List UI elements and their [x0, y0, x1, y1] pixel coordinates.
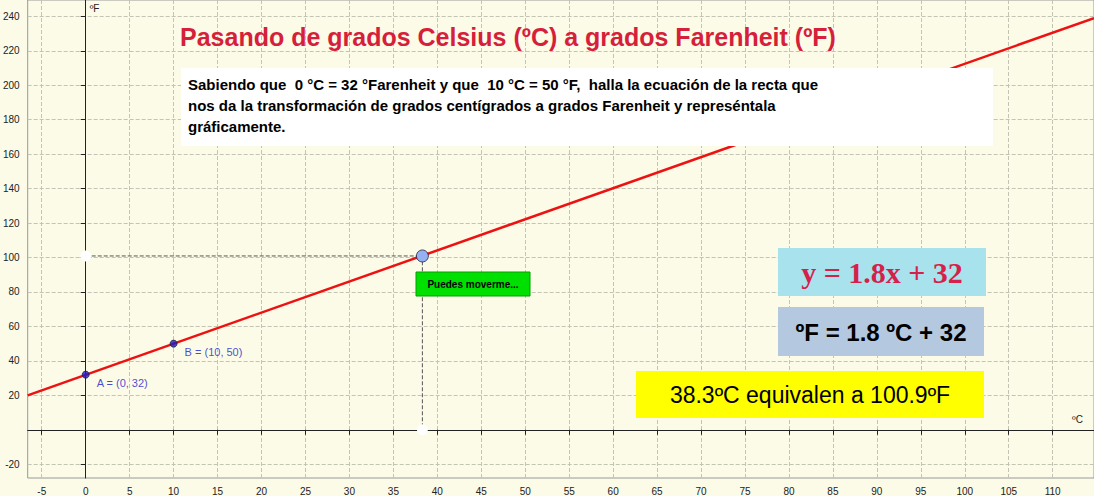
- svg-text:240: 240: [3, 11, 20, 22]
- svg-text:120: 120: [3, 218, 20, 229]
- svg-text:-5: -5: [37, 486, 46, 496]
- svg-text:40: 40: [9, 355, 21, 366]
- svg-text:ºF: ºF: [90, 3, 100, 14]
- svg-text:60: 60: [608, 486, 620, 496]
- svg-text:38.3ºC equivalen a 100.9ºF: 38.3ºC equivalen a 100.9ºF: [670, 382, 950, 408]
- svg-text:y = 1.8x + 32: y = 1.8x + 32: [801, 256, 963, 289]
- svg-text:nos da la transformación de gr: nos da la transformación de grados centí…: [188, 97, 776, 114]
- svg-text:45: 45: [476, 486, 488, 496]
- svg-text:30: 30: [344, 486, 356, 496]
- svg-text:20: 20: [256, 486, 268, 496]
- svg-text:15: 15: [212, 486, 224, 496]
- svg-text:90: 90: [871, 486, 883, 496]
- svg-text:40: 40: [432, 486, 444, 496]
- svg-text:160: 160: [3, 149, 20, 160]
- svg-text:140: 140: [3, 183, 20, 194]
- svg-text:50: 50: [520, 486, 532, 496]
- svg-text:5: 5: [127, 486, 133, 496]
- svg-text:75: 75: [739, 486, 751, 496]
- svg-text:35: 35: [388, 486, 400, 496]
- svg-text:220: 220: [3, 45, 20, 56]
- svg-text:100: 100: [956, 486, 973, 496]
- svg-text:B = (10, 50): B = (10, 50): [185, 346, 243, 358]
- svg-text:Pasando de grados Celsius (ºC): Pasando de grados Celsius (ºC) a grados …: [180, 23, 836, 51]
- svg-text:ºF = 1.8 ºC + 32: ºF = 1.8 ºC + 32: [796, 319, 967, 346]
- svg-text:-20: -20: [5, 459, 20, 470]
- svg-text:70: 70: [695, 486, 707, 496]
- svg-text:65: 65: [652, 486, 664, 496]
- svg-text:60: 60: [9, 321, 21, 332]
- svg-text:100: 100: [3, 252, 20, 263]
- svg-text:10: 10: [168, 486, 180, 496]
- svg-text:0: 0: [83, 486, 89, 496]
- svg-text:80: 80: [9, 286, 21, 297]
- svg-text:200: 200: [3, 80, 20, 91]
- svg-text:gráficamente.: gráficamente.: [188, 118, 286, 135]
- svg-text:ºC: ºC: [1072, 414, 1083, 425]
- svg-text:105: 105: [1000, 486, 1017, 496]
- svg-text:20: 20: [9, 390, 21, 401]
- svg-text:55: 55: [564, 486, 576, 496]
- svg-text:95: 95: [915, 486, 927, 496]
- svg-text:A = (0, 32): A = (0, 32): [97, 377, 148, 389]
- svg-text:Sabiendo que 0 °C = 32 °Faren: Sabiendo que 0 °C = 32 °Farenheit y que …: [188, 76, 818, 93]
- svg-text:85: 85: [827, 486, 839, 496]
- svg-text:180: 180: [3, 114, 20, 125]
- svg-text:110: 110: [1045, 486, 1061, 496]
- svg-text:80: 80: [783, 486, 795, 496]
- svg-text:Puedes moverme...: Puedes moverme...: [427, 279, 518, 290]
- svg-text:25: 25: [300, 486, 312, 496]
